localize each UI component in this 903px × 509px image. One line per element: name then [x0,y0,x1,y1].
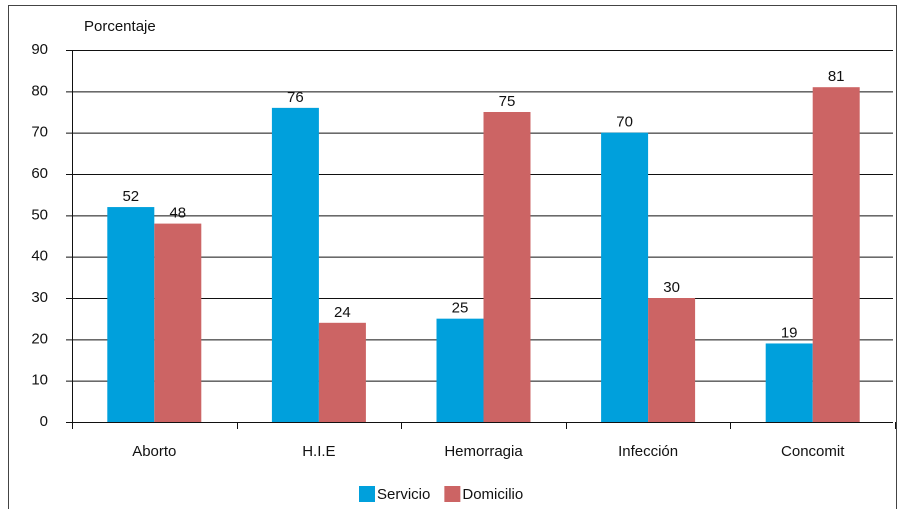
y-tick-label: 0 [40,413,48,430]
x-tick-label: Aborto [132,443,176,460]
y-tick-label: 50 [31,206,48,223]
data-label: 70 [616,114,633,131]
y-tick-label: 30 [31,289,48,306]
y-tick-label: 70 [31,124,48,141]
y-tick-label: 40 [31,248,48,265]
data-label: 52 [122,188,139,205]
bar [318,322,366,422]
x-tick-label: Infección [618,443,678,460]
x-tick-label: Hemorragia [444,443,523,460]
data-label: 19 [781,324,798,341]
frame [8,5,897,509]
y-axis-label: Porcentaje [84,18,156,35]
bar [483,112,531,422]
y-tick-label: 60 [31,165,48,182]
legend-label: Servicio [377,486,430,503]
legend-label: Domicilio [462,486,523,503]
y-tick-label: 90 [31,41,48,58]
x-tick-label: H.I.E [302,443,335,460]
x-tick-label: Concomit [781,443,845,460]
data-label: 25 [452,300,469,317]
y-tick-label: 80 [31,82,48,99]
bar [271,107,319,422]
bar [436,318,484,422]
data-label: 81 [828,68,845,85]
y-tick-label: 20 [31,330,48,347]
data-label: 24 [334,304,351,321]
bar [812,87,860,422]
y-tick-label: 10 [31,372,48,389]
data-label: 76 [287,89,304,106]
legend-swatch [359,486,375,502]
data-label: 75 [499,93,516,110]
bar [601,132,649,422]
data-label: 48 [169,205,186,222]
bar [648,298,696,422]
bar [765,343,813,422]
bar [154,223,202,422]
legend-swatch [444,486,461,502]
data-label: 30 [663,279,680,296]
bar [107,207,155,422]
